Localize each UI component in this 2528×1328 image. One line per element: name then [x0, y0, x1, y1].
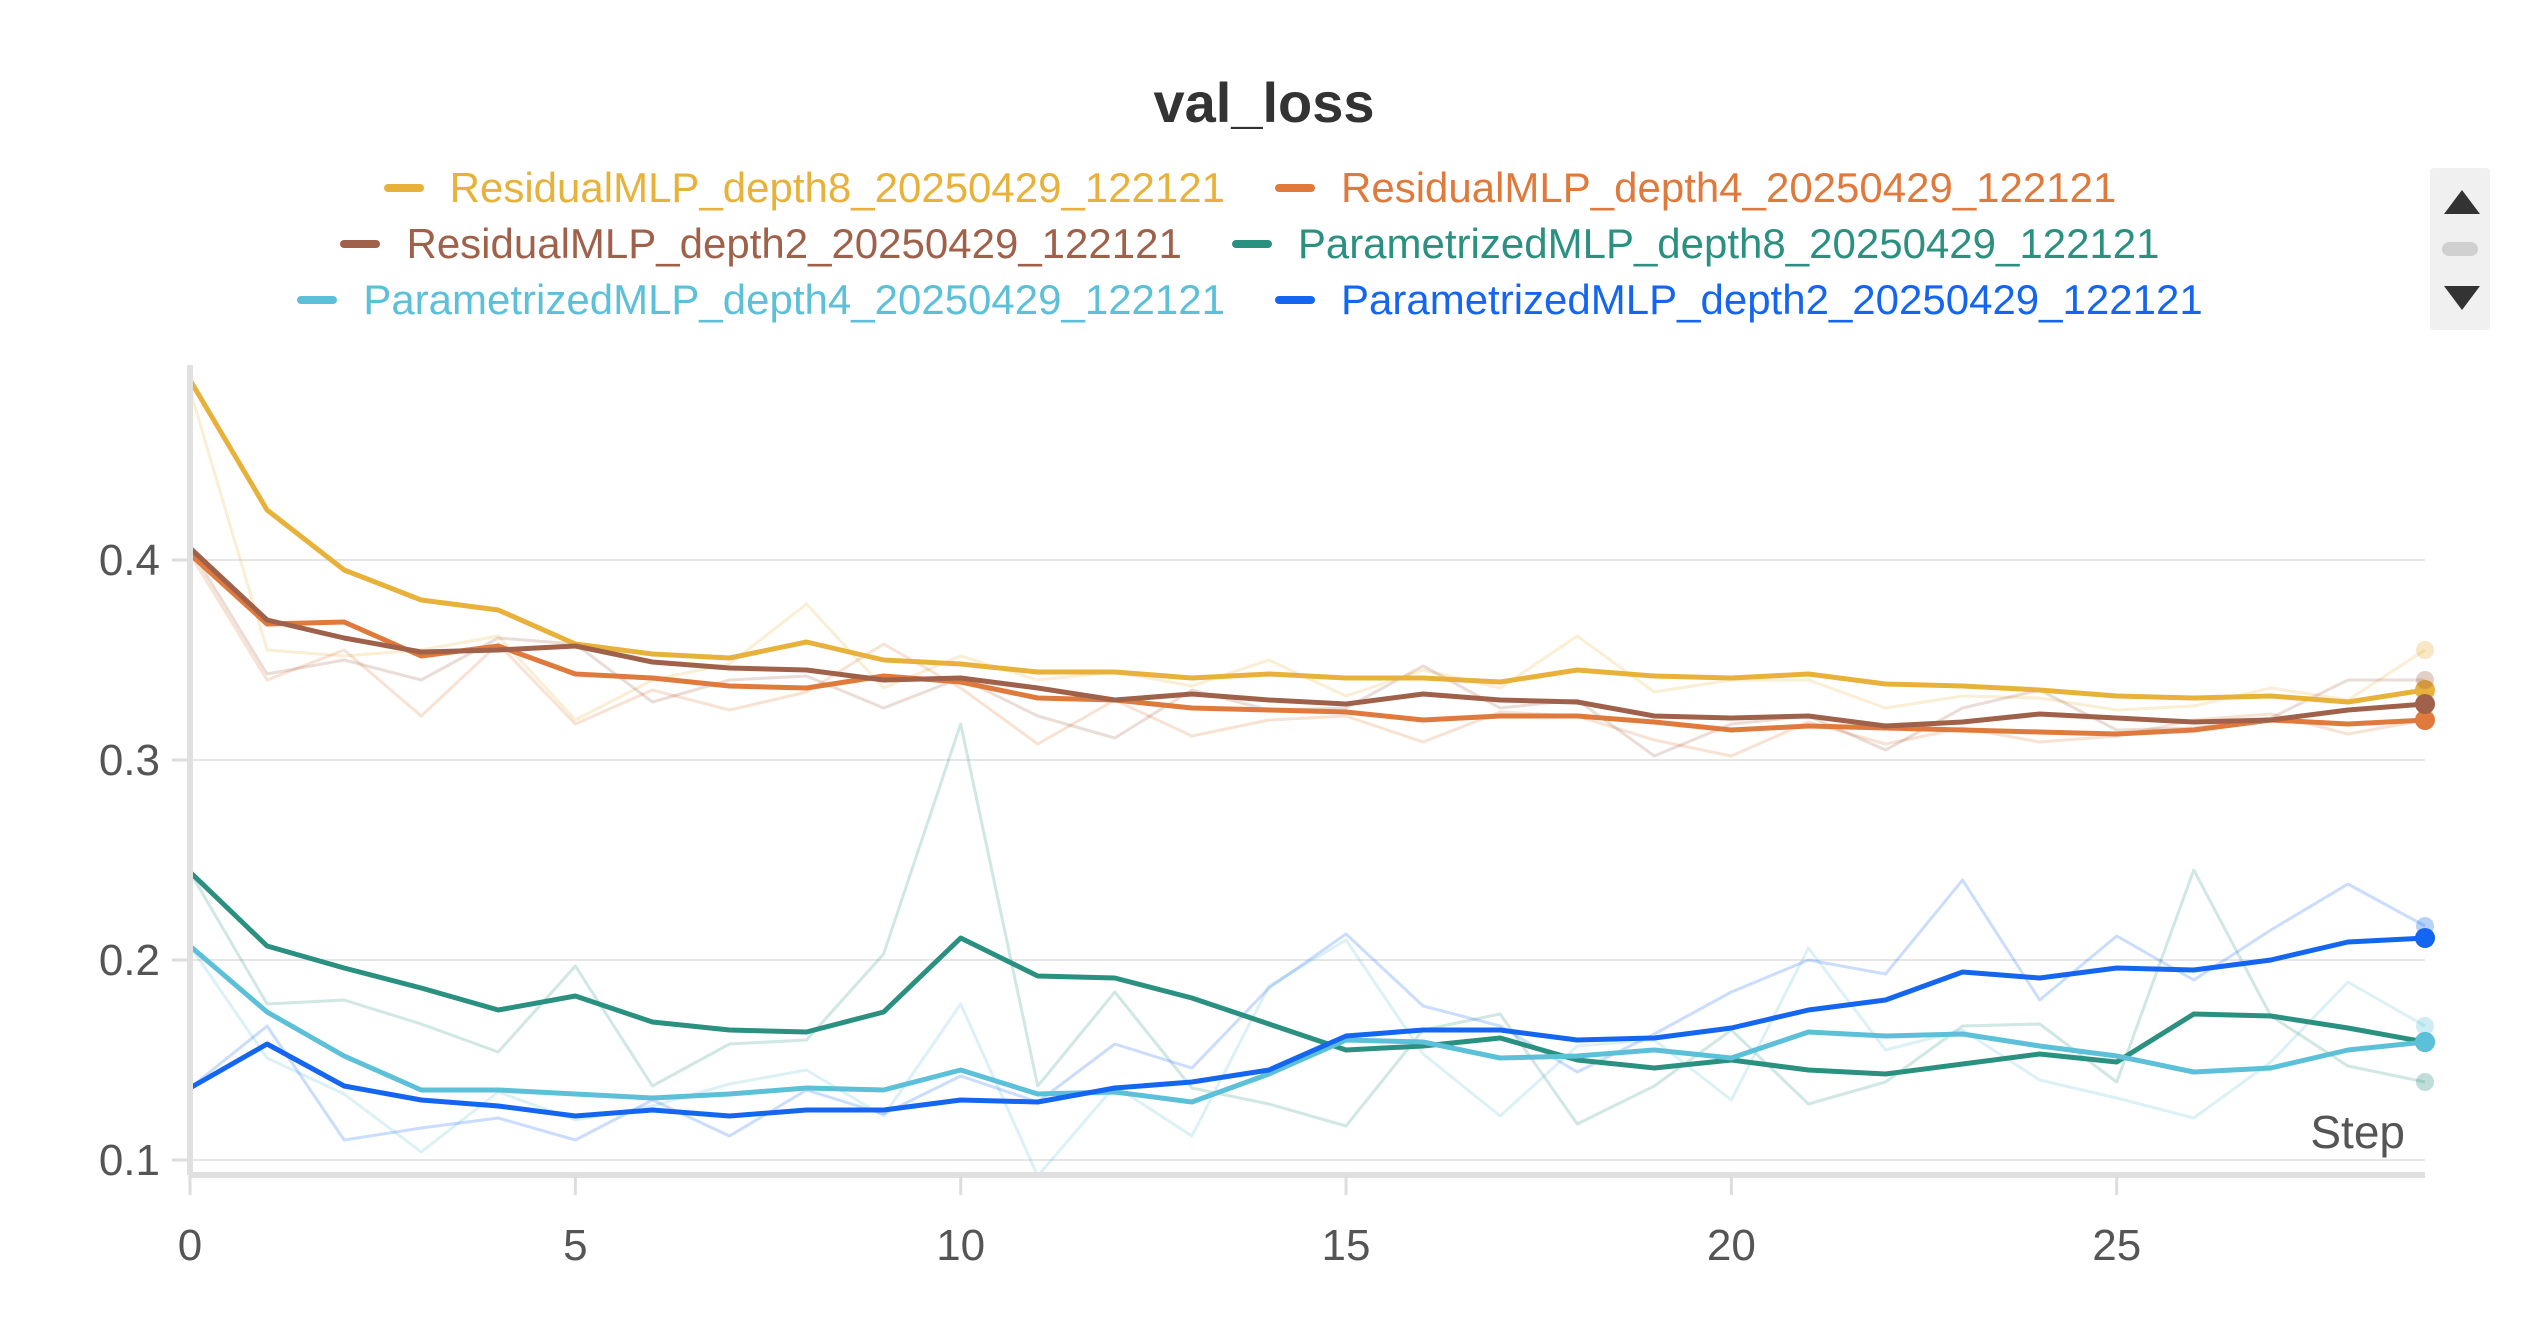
series-end-point	[2415, 694, 2435, 714]
x-tick-label: 20	[1707, 1221, 1756, 1270]
series-end-point-raw	[2416, 641, 2434, 659]
x-tick-label: 0	[178, 1221, 202, 1270]
series-line	[188, 935, 2426, 1119]
legend-row: ResidualMLP_depth8_20250429_122121 Resid…	[250, 160, 2250, 216]
series-line	[188, 944, 2426, 1105]
chart-title: val_loss	[1153, 71, 1375, 134]
y-tick-label: 0.3	[99, 736, 160, 785]
legend-swatch	[1231, 240, 1272, 248]
legend-item[interactable]: ResidualMLP_depth2_20250429_122121	[340, 220, 1182, 268]
legend-swatch	[383, 184, 424, 192]
smoothed-lines-layer	[187, 378, 2435, 1119]
x-tick-label: 5	[563, 1221, 587, 1270]
y-tick-label: 0.4	[99, 536, 160, 585]
legend-label: ParametrizedMLP_depth8_20250429_122121	[1297, 220, 2160, 267]
series-end-point-raw	[2416, 1017, 2434, 1035]
legend-label: ResidualMLP_depth2_20250429_122121	[406, 220, 1182, 267]
grid-layer	[190, 559, 2425, 1161]
triangle-up-icon[interactable]	[2444, 190, 2480, 214]
legend-label: ParametrizedMLP_depth4_20250429_122121	[363, 276, 1225, 323]
legend-swatch	[1275, 296, 1315, 304]
y-tick-label: 0.2	[99, 936, 160, 985]
legend: ResidualMLP_depth8_20250429_122121 Resid…	[250, 160, 2250, 328]
series-end-point-raw	[2416, 671, 2434, 689]
x-tick-label: 10	[936, 1221, 985, 1270]
y-tick-label: 0.1	[99, 1136, 160, 1185]
series-line	[188, 870, 2426, 1077]
series-line	[188, 552, 2426, 737]
legend-item[interactable]: ParametrizedMLP_depth4_20250429_122121	[297, 276, 1225, 324]
legend-row: ParametrizedMLP_depth4_20250429_122121 P…	[250, 272, 2250, 328]
series-end-point	[2415, 1032, 2435, 1052]
series-raw-line	[188, 547, 2425, 758]
x-tick-label: 15	[1322, 1221, 1371, 1270]
legend-label: ResidualMLP_depth4_20250429_122121	[1341, 164, 2117, 211]
axis-layer: 0.1 0.2 0.3 0.4 0 5 10 15 20 25 Step	[99, 365, 2425, 1270]
series-end-point	[2415, 928, 2435, 948]
legend-label: ResidualMLP_depth8_20250429_122121	[449, 164, 1225, 211]
series-end-point-raw	[2416, 1073, 2434, 1091]
series-raw-line	[188, 722, 2426, 1128]
legend-item[interactable]: ResidualMLP_depth4_20250429_122121	[1275, 164, 2116, 212]
legend-item[interactable]: ResidualMLP_depth8_20250429_122121	[383, 164, 1225, 212]
x-axis-label: Step	[2310, 1106, 2405, 1158]
legend-swatch	[297, 296, 338, 304]
series-line	[187, 378, 2426, 705]
series-raw-line	[189, 878, 2426, 1142]
legend-swatch	[1275, 184, 1315, 192]
legend-label: ParametrizedMLP_depth2_20250429_122121	[1341, 276, 2203, 323]
series-line	[188, 546, 2426, 729]
legend-item[interactable]: ParametrizedMLP_depth2_20250429_122121	[1275, 276, 2203, 324]
series-raw-line	[188, 553, 2426, 758]
triangle-down-icon[interactable]	[2444, 286, 2480, 310]
legend-swatch	[340, 240, 381, 248]
legend-item[interactable]: ParametrizedMLP_depth8_20250429_122121	[1231, 220, 2160, 268]
legend-scroll-thumb[interactable]	[2442, 242, 2478, 256]
series-end-point	[2415, 710, 2435, 730]
x-tick-label: 25	[2092, 1221, 2141, 1270]
legend-scroller	[2430, 168, 2490, 330]
legend-row: ResidualMLP_depth2_20250429_122121 Param…	[250, 216, 2250, 272]
series-end-point	[2415, 680, 2435, 700]
